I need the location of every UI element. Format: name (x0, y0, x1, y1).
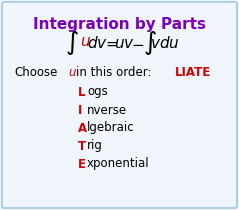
Text: lgebraic: lgebraic (87, 122, 135, 134)
Text: Choose: Choose (14, 67, 57, 80)
Text: xponential: xponential (87, 158, 150, 171)
Text: $u$: $u$ (80, 34, 91, 50)
Text: $vdu$: $vdu$ (150, 35, 180, 51)
Text: E: E (78, 158, 86, 171)
Text: $-$: $-$ (131, 35, 145, 50)
Text: ogs: ogs (87, 85, 108, 98)
Text: $uv$: $uv$ (114, 35, 135, 50)
Text: A: A (78, 122, 87, 134)
Text: Integration by Parts: Integration by Parts (33, 17, 206, 32)
Text: $u$: $u$ (68, 66, 77, 79)
Text: in this order:: in this order: (76, 67, 152, 80)
Text: I: I (78, 104, 82, 117)
FancyBboxPatch shape (2, 2, 237, 208)
Text: L: L (78, 85, 86, 98)
Text: $=$: $=$ (103, 35, 119, 50)
Text: LIATE: LIATE (175, 67, 211, 80)
Text: $\int$: $\int$ (65, 29, 79, 57)
Text: nverse: nverse (87, 104, 127, 117)
Text: $\int$: $\int$ (143, 29, 157, 57)
Text: $dv$: $dv$ (87, 35, 108, 51)
Text: rig: rig (87, 139, 103, 152)
Text: T: T (78, 139, 86, 152)
